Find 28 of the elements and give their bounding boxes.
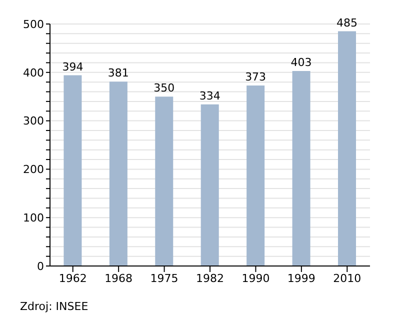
data-label: 485	[336, 16, 358, 30]
y-tick-label: 500	[23, 18, 44, 31]
x-tick-label: 1962	[58, 272, 87, 285]
data-label: 373	[245, 70, 266, 84]
data-label: 381	[108, 66, 129, 80]
y-tick-label: 300	[23, 114, 44, 128]
data-label: 403	[290, 56, 312, 69]
bar	[64, 75, 82, 266]
y-tick-label: 400	[23, 66, 44, 80]
bar	[155, 96, 174, 266]
data-label: 394	[62, 60, 84, 74]
x-tick-label: 1990	[242, 272, 270, 285]
x-tick-label: 1975	[150, 272, 178, 285]
bar	[200, 104, 219, 266]
data-label: 334	[199, 89, 220, 102]
x-tick-label: 2010	[333, 272, 362, 285]
x-tick-label: 1968	[104, 272, 133, 285]
bar	[292, 70, 310, 266]
y-tick-label: 0	[37, 260, 44, 273]
x-tick-label: 1999	[287, 272, 316, 285]
y-tick-label: 100	[23, 212, 44, 225]
x-tick-label: 1982	[196, 272, 224, 285]
text: Zdroj: INSEE	[20, 300, 90, 313]
bar	[109, 82, 128, 266]
y-tick-label: 200	[23, 163, 44, 176]
data-label: 350	[154, 82, 175, 95]
bar	[246, 85, 265, 266]
bar	[338, 31, 356, 266]
